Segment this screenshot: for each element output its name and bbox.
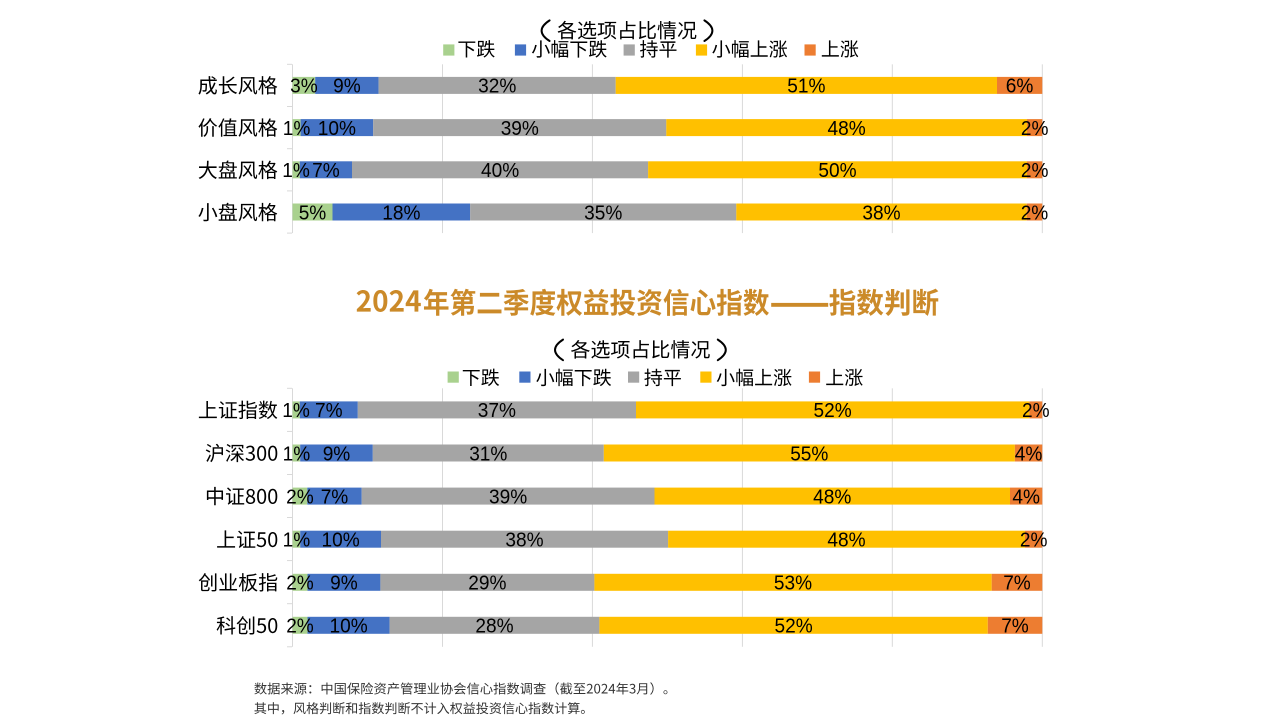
svg-text:52%: 52% — [775, 616, 813, 638]
svg-text:40%: 40% — [481, 160, 519, 182]
svg-text:38%: 38% — [505, 530, 543, 552]
svg-text:48%: 48% — [827, 530, 865, 552]
svg-text:7%: 7% — [321, 486, 349, 508]
svg-text:2%: 2% — [1021, 202, 1049, 224]
svg-text:39%: 39% — [489, 486, 527, 508]
svg-text:38%: 38% — [862, 202, 900, 224]
svg-text:39%: 39% — [501, 118, 539, 140]
svg-text:2%: 2% — [1020, 530, 1048, 552]
svg-text:1%: 1% — [282, 160, 310, 182]
svg-text:6%: 6% — [1006, 76, 1034, 98]
svg-text:18%: 18% — [382, 202, 420, 224]
svg-text:1%: 1% — [283, 118, 311, 140]
svg-text:2%: 2% — [286, 486, 314, 508]
svg-text:2%: 2% — [286, 573, 314, 595]
svg-text:35%: 35% — [584, 202, 622, 224]
svg-text:10%: 10% — [318, 118, 356, 140]
svg-text:2%: 2% — [286, 616, 314, 638]
svg-text:3%: 3% — [290, 76, 318, 98]
svg-text:2%: 2% — [1021, 118, 1049, 140]
svg-text:7%: 7% — [315, 400, 343, 422]
svg-text:28%: 28% — [475, 616, 513, 638]
svg-text:7%: 7% — [1001, 616, 1029, 638]
svg-text:31%: 31% — [469, 443, 507, 465]
svg-text:10%: 10% — [330, 616, 368, 638]
svg-text:55%: 55% — [790, 443, 828, 465]
svg-text:52%: 52% — [814, 400, 852, 422]
svg-text:1%: 1% — [283, 530, 311, 552]
svg-text:53%: 53% — [774, 573, 812, 595]
svg-text:48%: 48% — [813, 486, 851, 508]
svg-text:48%: 48% — [828, 118, 866, 140]
svg-text:29%: 29% — [468, 573, 506, 595]
svg-text:5%: 5% — [299, 202, 327, 224]
svg-text:2%: 2% — [1022, 400, 1050, 422]
svg-text:51%: 51% — [787, 76, 825, 98]
svg-text:4%: 4% — [1015, 443, 1043, 465]
svg-text:1%: 1% — [282, 400, 310, 422]
svg-text:10%: 10% — [322, 530, 360, 552]
svg-text:1%: 1% — [283, 443, 311, 465]
svg-text:9%: 9% — [333, 76, 361, 98]
svg-text:9%: 9% — [330, 573, 358, 595]
svg-text:37%: 37% — [478, 400, 516, 422]
svg-text:9%: 9% — [323, 443, 351, 465]
svg-text:2%: 2% — [1021, 160, 1049, 182]
svg-text:50%: 50% — [818, 160, 856, 182]
svg-text:32%: 32% — [478, 76, 516, 98]
svg-text:7%: 7% — [312, 160, 340, 182]
svg-text:7%: 7% — [1003, 573, 1031, 595]
svg-text:4%: 4% — [1012, 486, 1040, 508]
